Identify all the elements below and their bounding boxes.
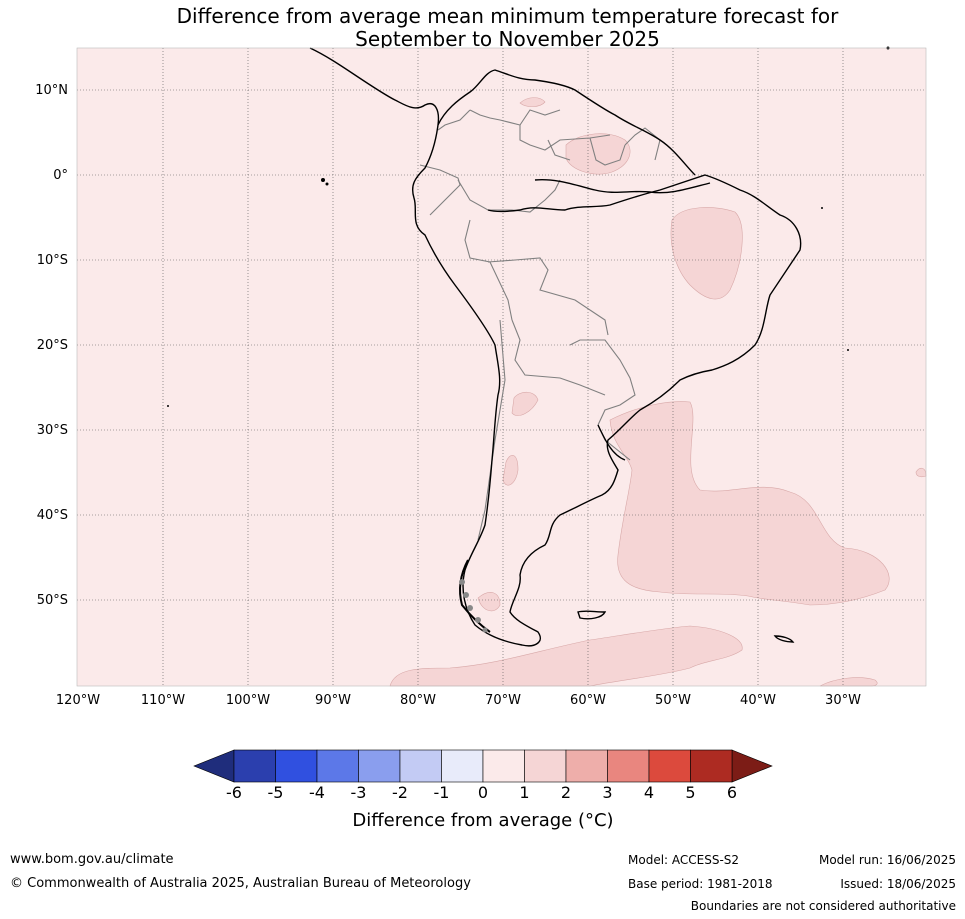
- lat-label-30s: 30°S: [36, 423, 68, 438]
- colorbar-title: Difference from average (°C): [0, 810, 965, 831]
- base-period-text: Base period: 1981-2018: [628, 877, 773, 891]
- lat-label-0: 0°: [53, 168, 68, 183]
- colorbar-label-close: ): [606, 810, 614, 831]
- website-link[interactable]: www.bom.gov.au/climate: [10, 852, 174, 867]
- chilean-fjords: [459, 559, 491, 633]
- south-america-coast: [411, 124, 802, 647]
- model-text: Model: ACCESS-S2: [628, 853, 740, 867]
- colorbar-tick-label: -5: [267, 783, 284, 802]
- disclaimer-text: Boundaries are not considered authoritat…: [690, 899, 956, 913]
- colorbar-cell: [524, 749, 567, 783]
- colorbar-tick-label: 1: [519, 783, 530, 802]
- colorbar-cell: [482, 749, 525, 783]
- lon-label-80w: 80°W: [400, 693, 436, 708]
- colorbar-cell: [565, 749, 608, 783]
- colorbar-cell: [607, 749, 650, 783]
- amazon-river: [534, 178, 711, 194]
- anomaly-1-2-zones: [389, 97, 927, 687]
- copyright-text: © Commonwealth of Australia 2025, Austra…: [10, 876, 471, 891]
- lon-label-60w: 60°W: [570, 693, 606, 708]
- colorbar-tick-label: 4: [643, 783, 655, 802]
- colorbar-label: Difference from average (: [352, 810, 585, 831]
- rio-de-la-plata: [597, 424, 626, 461]
- colorbar-tick-label: 2: [560, 783, 572, 802]
- anomaly-zone-brazil: [670, 207, 743, 300]
- colorbar-under-arrow: [193, 749, 235, 783]
- colorbar: [193, 749, 773, 783]
- lat-label-20s: 20°S: [36, 338, 68, 353]
- lat-label-10n: 10°N: [35, 83, 68, 98]
- anomaly-zone-argentina-1: [511, 391, 539, 416]
- colorbar-cell: [275, 749, 318, 783]
- lon-label-70w: 70°W: [485, 693, 521, 708]
- colorbar-cells: [233, 749, 733, 783]
- colorbar-unit: °C: [584, 810, 607, 831]
- lat-label-50s: 50°S: [36, 593, 68, 608]
- south-georgia: [773, 635, 795, 643]
- colorbar-tick-label: -3: [350, 783, 367, 802]
- chile-archipelago: [459, 579, 488, 633]
- colorbar-tick-label: 0: [477, 783, 489, 802]
- lon-label-30w: 30°W: [825, 693, 861, 708]
- colorbar-tick-label: 5: [685, 783, 696, 802]
- map-title-line2: September to November 2025: [355, 27, 660, 51]
- colorbar-cell: [441, 749, 484, 783]
- colorbar-cell: [316, 749, 359, 783]
- colorbar-cell: [399, 749, 442, 783]
- colorbar-tick-label: 6: [726, 783, 738, 802]
- colorbar-tick-label: 3: [602, 783, 613, 802]
- anomaly-zone-caribbean: [519, 97, 546, 107]
- anomaly-zone-north: [565, 133, 631, 175]
- lon-label-90w: 90°W: [315, 693, 351, 708]
- lat-label-10s: 10°S: [36, 253, 68, 268]
- anomaly-zone-argentina-2: [502, 455, 519, 486]
- graticule: [77, 48, 926, 686]
- anomaly-zone-patagonia: [477, 592, 501, 612]
- falkland-islands: [577, 610, 607, 620]
- map-frame: [76, 47, 927, 687]
- lon-label-110w: 110°W: [140, 693, 186, 708]
- colorbar-cell: [690, 749, 733, 783]
- northern-coast: [437, 69, 696, 176]
- colorbar-tick-label: -1: [433, 783, 450, 802]
- colorbar-cell: [358, 749, 401, 783]
- central-america-coast: [309, 47, 440, 126]
- issued-text: Issued: 18/06/2025: [840, 877, 956, 891]
- lon-label-40w: 40°W: [740, 693, 776, 708]
- colorbar-tick-label: -6: [226, 783, 242, 802]
- colorbar-over-arrow: [731, 749, 773, 783]
- colorbar-cell: [233, 749, 276, 783]
- anomaly-zone-atlantic: [609, 401, 890, 606]
- lon-label-50w: 50°W: [655, 693, 691, 708]
- colorbar-cell: [648, 749, 691, 783]
- coastline: [309, 47, 802, 647]
- colorbar-tick-label: -4: [309, 783, 325, 802]
- country-borders: [419, 109, 661, 541]
- lon-label-120w: 120°W: [55, 693, 101, 708]
- map-title-line1: Difference from average mean minimum tem…: [176, 4, 839, 28]
- anomaly-zone-south: [389, 625, 743, 687]
- lon-label-100w: 100°W: [225, 693, 271, 708]
- lat-label-40s: 40°S: [36, 508, 68, 523]
- colorbar-tick-label: -2: [392, 783, 408, 802]
- model-run-text: Model run: 16/06/2025: [818, 853, 956, 867]
